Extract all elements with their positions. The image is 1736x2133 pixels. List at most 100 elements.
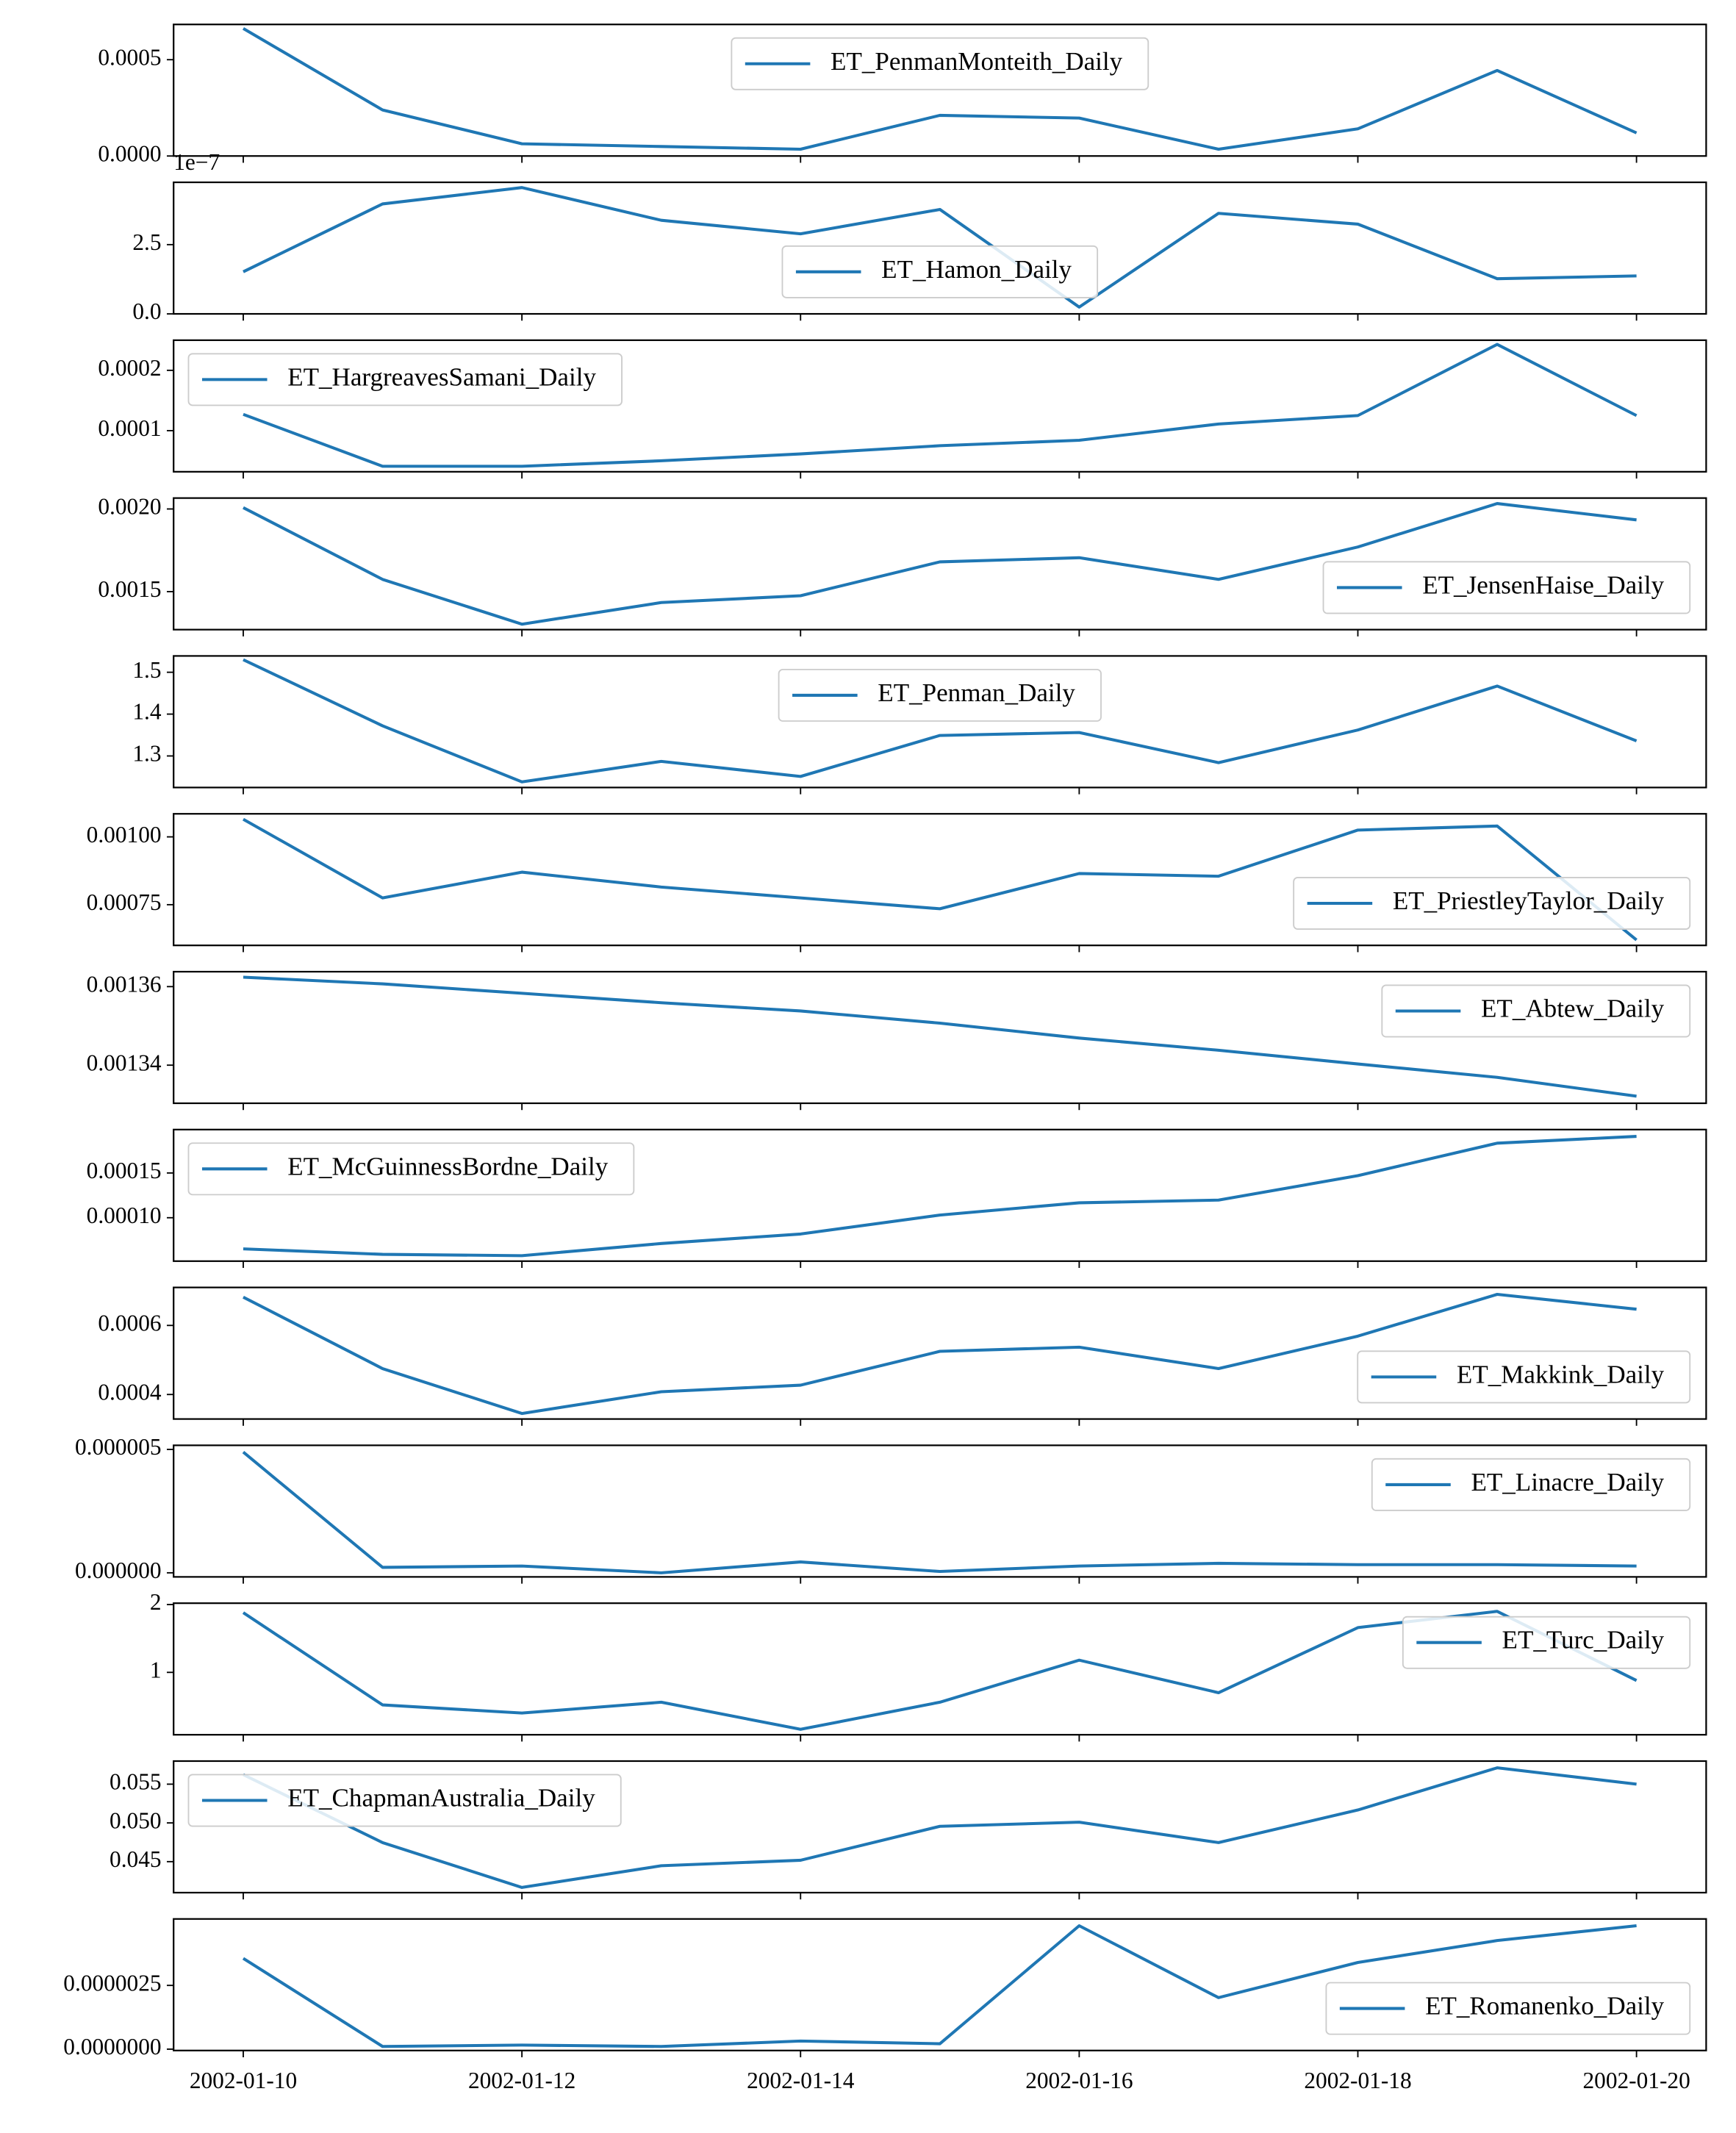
series-line bbox=[243, 343, 1638, 468]
subplot: 0.0004 0.0006 ET_Makkink_Daily bbox=[98, 1286, 1707, 1426]
legend: ET_Linacre_Daily bbox=[1371, 1458, 1691, 1511]
legend: ET_McGuinnessBordne_Daily bbox=[187, 1142, 635, 1196]
y-tick-label: 2.5 bbox=[132, 229, 161, 255]
y-tick-label: 0.00134 bbox=[87, 1050, 162, 1075]
legend: ET_Penman_Daily bbox=[778, 668, 1102, 722]
y-tick-label: 1.4 bbox=[132, 699, 162, 725]
subplot: 0.045 0.050 0.055 ET_ChapmanAustralia_Daily bbox=[110, 1760, 1707, 1900]
legend-label: ET_Linacre_Daily bbox=[1471, 1468, 1664, 1496]
y-tick-label: 2 bbox=[150, 1589, 162, 1615]
x-tick-label: 2002-01-14 bbox=[747, 2068, 855, 2093]
legend: ET_Abtew_Daily bbox=[1381, 984, 1691, 1038]
subplot: 0.0001 0.0002 ET_HargreavesSamani_Daily bbox=[98, 339, 1707, 479]
legend: ET_JensenHaise_Daily bbox=[1322, 561, 1691, 614]
subplot: 0.0 2.5 1e−7 ET_Hamon_Daily bbox=[132, 149, 1707, 324]
y-tick-label: 0.00010 bbox=[87, 1202, 162, 1228]
series-line bbox=[243, 186, 1637, 309]
axes-frame bbox=[173, 655, 1707, 789]
subplot: 0.0000000 0.0000025 2002-01-10 2002-01-12 20… bbox=[63, 1918, 1707, 2093]
legend-label: ET_Penman_Daily bbox=[878, 678, 1075, 707]
legend-label: ET_Makkink_Daily bbox=[1457, 1360, 1665, 1388]
legend-box bbox=[1371, 1458, 1691, 1511]
subplot: 0.0015 0.0020 ET_JensenHaise_Daily bbox=[98, 494, 1707, 637]
y-tick-label: 0.000000 bbox=[75, 1557, 162, 1583]
series-line bbox=[243, 658, 1638, 784]
legend-box bbox=[187, 1774, 622, 1827]
y-tick-label: 0.0020 bbox=[98, 494, 161, 520]
axes-frame bbox=[173, 1602, 1707, 1736]
y-tick-label: 0.000005 bbox=[75, 1434, 162, 1460]
y-tick-label: 0.055 bbox=[110, 1769, 162, 1795]
subplot: 0.00134 0.00136 ET_Abtew_Daily bbox=[87, 970, 1707, 1111]
x-tick-label: 2002-01-12 bbox=[468, 2068, 575, 2093]
x-tick-label: 2002-01-16 bbox=[1025, 2068, 1133, 2093]
series-line bbox=[243, 975, 1637, 1098]
y-tick-label: 0.0005 bbox=[98, 44, 161, 70]
y-tick-label: 0.0000000 bbox=[63, 2034, 161, 2059]
axes-frame bbox=[173, 1444, 1707, 1578]
y-tick-label: 0.00100 bbox=[87, 822, 162, 847]
y-tick-label: 0.0 bbox=[132, 298, 161, 324]
y-tick-label: 0.045 bbox=[110, 1846, 162, 1872]
legend-label: ET_PenmanMonteith_Daily bbox=[831, 47, 1123, 76]
series-line bbox=[242, 817, 1638, 942]
legend: ET_PenmanMonteith_Daily bbox=[731, 37, 1149, 90]
y-tick-label: 0.0015 bbox=[98, 576, 161, 602]
subplot: 1 2 ET_Turc_Daily bbox=[150, 1589, 1707, 1742]
y-tick-label: 0.0006 bbox=[98, 1310, 161, 1336]
y-tick-label: 0.0002 bbox=[98, 355, 161, 381]
legend-box bbox=[781, 245, 1099, 298]
series-line bbox=[242, 1924, 1637, 2048]
y-tick-label: 1.3 bbox=[132, 741, 161, 767]
axes-frame bbox=[173, 1918, 1707, 2051]
y-tick-label: 0.00015 bbox=[87, 1158, 162, 1183]
legend-label: ET_PriestleyTaylor_Daily bbox=[1393, 886, 1665, 915]
legend-label: ET_Abtew_Daily bbox=[1481, 994, 1665, 1023]
legend: ET_Makkink_Daily bbox=[1357, 1350, 1691, 1404]
subplot: 0.00010 0.00015 ET_McGuinnessBordne_Daily bbox=[87, 1128, 1707, 1269]
y-tick-label: 0.00075 bbox=[87, 889, 162, 915]
series-line bbox=[242, 26, 1638, 151]
legend-label: ET_ChapmanAustralia_Daily bbox=[287, 1784, 595, 1813]
series-line bbox=[242, 1451, 1637, 1574]
x-tick-label: 2002-01-20 bbox=[1582, 2068, 1690, 2093]
y-tick-label: 0.050 bbox=[110, 1807, 162, 1833]
axes-frame bbox=[173, 1760, 1707, 1894]
axes-frame bbox=[173, 1128, 1707, 1262]
subplot: 0.000000 0.000005 ET_Linacre_Daily bbox=[75, 1434, 1707, 1584]
offset-text: 1e−7 bbox=[173, 149, 220, 175]
legend-box bbox=[1325, 1982, 1691, 2035]
y-tick-label: 0.00136 bbox=[87, 972, 162, 997]
legend: ET_Turc_Daily bbox=[1402, 1616, 1691, 1669]
axes-frame bbox=[173, 970, 1707, 1105]
legend-box bbox=[1357, 1350, 1691, 1404]
legend: ET_ChapmanAustralia_Daily bbox=[187, 1774, 622, 1827]
subplot: 0.00075 0.00100 ET_PriestleyTaylor_Daily bbox=[87, 813, 1707, 953]
legend-label: ET_Hamon_Daily bbox=[881, 255, 1072, 284]
legend: ET_HargreavesSamani_Daily bbox=[187, 353, 623, 406]
legend-label: ET_Romanenko_Daily bbox=[1425, 1992, 1665, 2021]
y-tick-label: 0.0000 bbox=[98, 140, 161, 166]
y-tick-label: 1 bbox=[150, 1657, 162, 1683]
legend-label: ET_HargreavesSamani_Daily bbox=[287, 362, 596, 391]
legend-label: ET_McGuinnessBordne_Daily bbox=[287, 1152, 609, 1180]
legend-box bbox=[187, 1142, 635, 1196]
legend-box bbox=[778, 668, 1102, 722]
legend-box bbox=[731, 37, 1149, 90]
series-line bbox=[243, 1135, 1637, 1258]
axes-frame bbox=[173, 339, 1707, 473]
axes-frame bbox=[173, 181, 1707, 315]
axes-frame bbox=[173, 24, 1707, 157]
series-line bbox=[243, 1292, 1637, 1416]
y-tick-label: 0.0004 bbox=[98, 1379, 162, 1405]
x-tick-label: 2002-01-18 bbox=[1304, 2068, 1411, 2093]
legend-label: ET_Turc_Daily bbox=[1502, 1626, 1665, 1655]
legend-box bbox=[187, 353, 623, 406]
legend: ET_Romanenko_Daily bbox=[1325, 1982, 1691, 2035]
legend: ET_PriestleyTaylor_Daily bbox=[1293, 877, 1691, 930]
x-tick-label: 2002-01-10 bbox=[190, 2068, 297, 2093]
legend: ET_Hamon_Daily bbox=[781, 245, 1099, 298]
subplot: 1.3 1.4 1.5 ET_Penman_Daily bbox=[132, 655, 1707, 795]
legend-box bbox=[1322, 561, 1691, 614]
